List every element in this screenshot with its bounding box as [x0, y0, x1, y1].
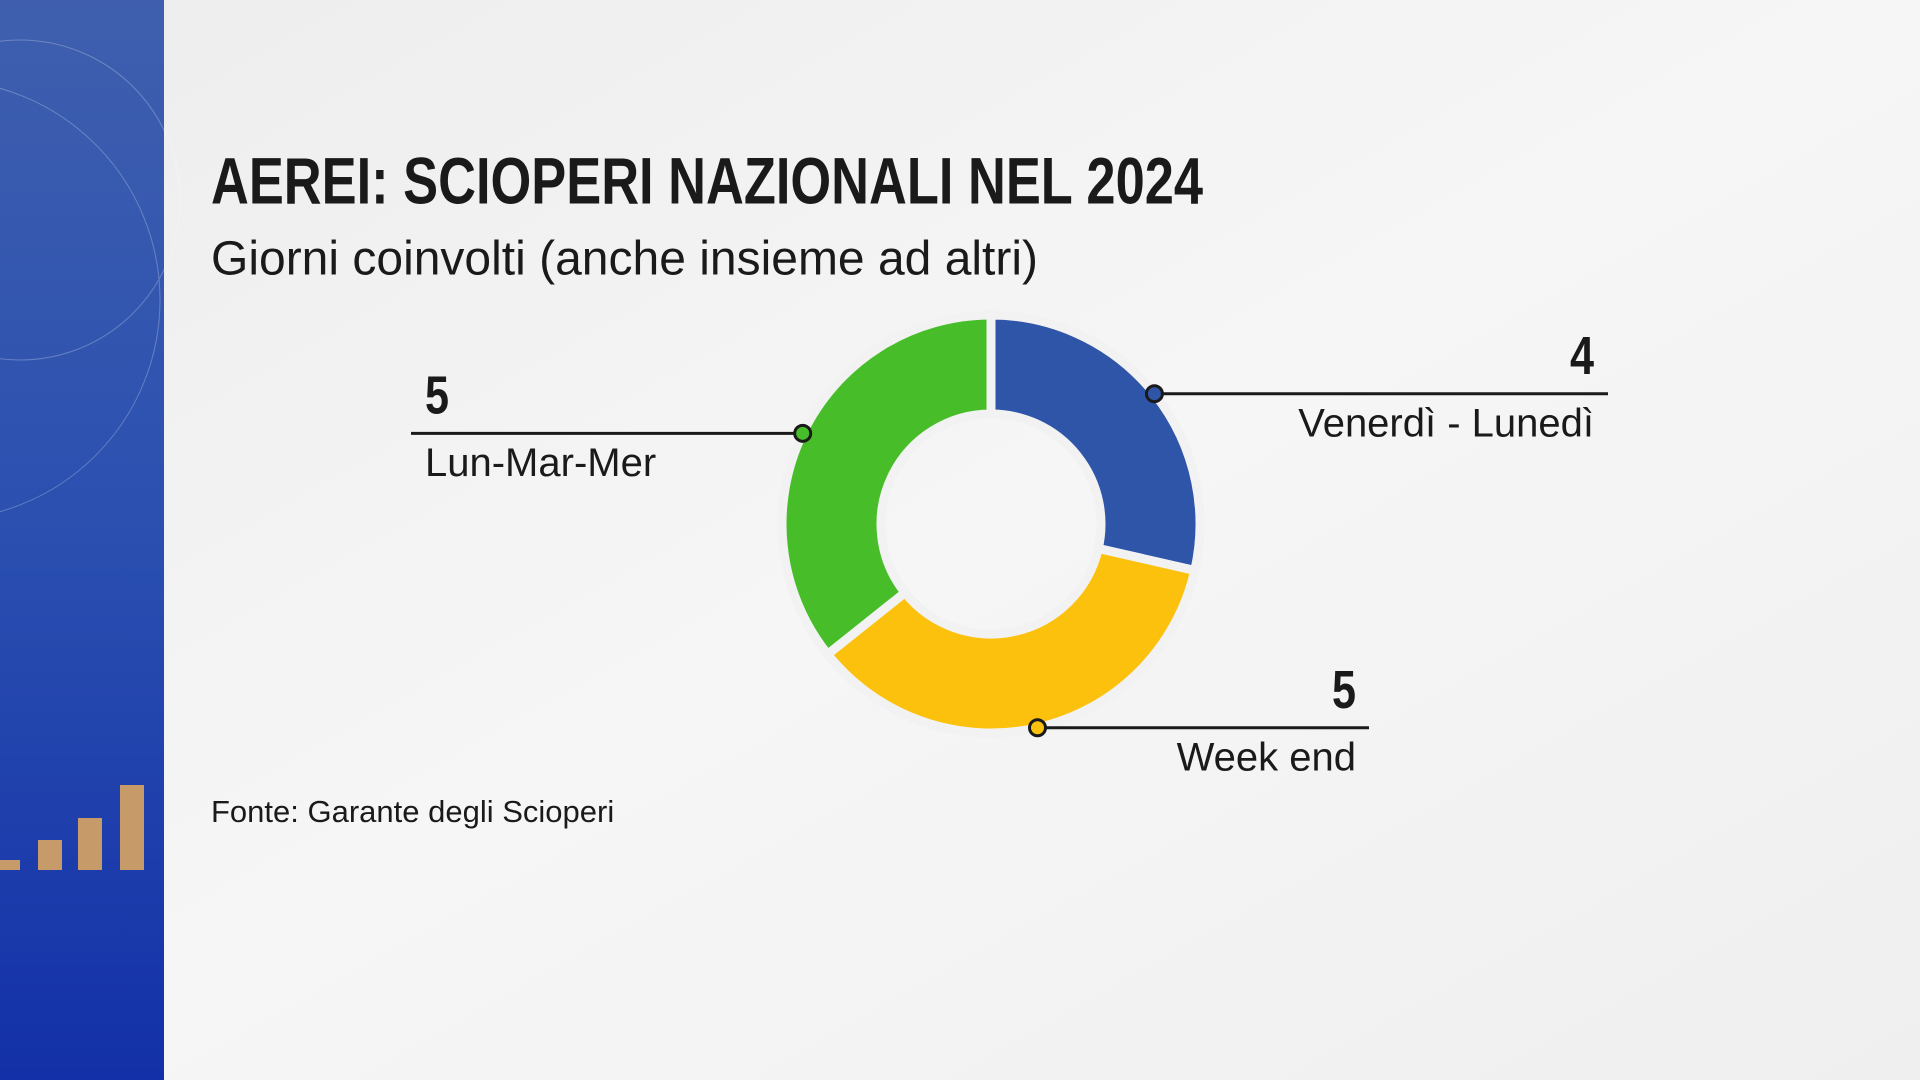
- category-label: Venerdì - Lunedì: [1298, 401, 1594, 445]
- decoration: [0, 39, 181, 513]
- value-label: 4: [1570, 326, 1594, 386]
- side-panel: [0, 0, 164, 1080]
- chart-title: AEREI: SCIOPERI NAZIONALI NEL 2024: [211, 143, 1203, 217]
- leader-dot: [793, 423, 813, 443]
- category-label: Week end: [1177, 735, 1356, 779]
- category-label: Lun-Mar-Mer: [425, 441, 656, 485]
- value-label: 5: [1332, 661, 1356, 721]
- donut-slice: [777, 310, 996, 661]
- donut-slice: [986, 310, 1205, 576]
- leader-dot: [1028, 718, 1048, 738]
- source: Fonte: Garante degli Scioperi: [211, 794, 614, 829]
- value-label: 5: [425, 366, 449, 426]
- decoration-bars: [0, 785, 144, 870]
- chart-subtitle: Giorni coinvolti (anche insieme ad altri…: [211, 233, 1038, 286]
- donut-slice: [821, 543, 1201, 738]
- leader-dot: [1144, 384, 1164, 404]
